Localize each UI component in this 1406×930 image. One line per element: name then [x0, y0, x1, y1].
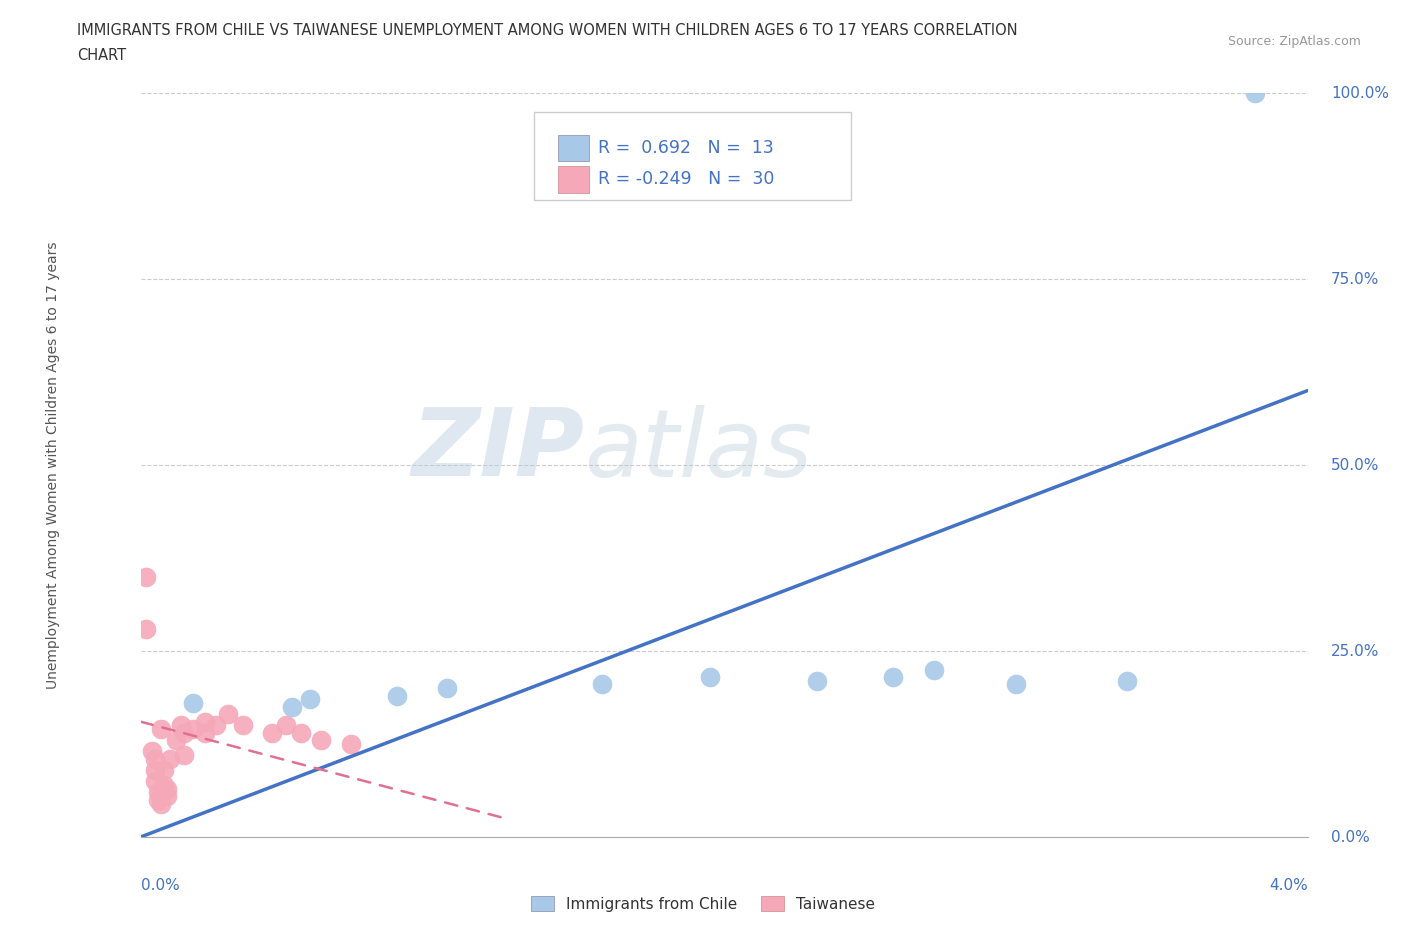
Text: CHART: CHART: [77, 48, 127, 63]
Point: [146, 785, 169, 800]
Point: [281, 699, 304, 714]
Point: [436, 681, 458, 696]
Text: 75.0%: 75.0%: [1331, 272, 1379, 286]
Point: [150, 722, 173, 737]
Text: R =  0.692   N =  13: R = 0.692 N = 13: [598, 139, 773, 157]
Point: [159, 751, 181, 766]
Text: IMMIGRANTS FROM CHILE VS TAIWANESE UNEMPLOYMENT AMONG WOMEN WITH CHILDREN AGES 6: IMMIGRANTS FROM CHILE VS TAIWANESE UNEMP…: [77, 23, 1018, 38]
Point: [339, 737, 361, 751]
Point: [882, 670, 904, 684]
Point: [181, 722, 204, 737]
Point: [699, 670, 721, 684]
Text: ZIP: ZIP: [411, 405, 583, 496]
Point: [1004, 677, 1026, 692]
Point: [143, 763, 166, 777]
Point: [806, 673, 828, 688]
Text: 0.0%: 0.0%: [141, 878, 180, 893]
Point: [1115, 673, 1137, 688]
Point: [298, 692, 321, 707]
Legend: Immigrants from Chile, Taiwanese: Immigrants from Chile, Taiwanese: [526, 890, 880, 918]
Point: [387, 688, 409, 703]
Point: [276, 718, 298, 733]
Text: 50.0%: 50.0%: [1331, 458, 1379, 472]
Point: [153, 763, 176, 777]
Point: [205, 718, 228, 733]
Point: [173, 725, 195, 740]
Point: [232, 718, 254, 733]
Text: Unemployment Among Women with Children Ages 6 to 17 years: Unemployment Among Women with Children A…: [46, 241, 60, 689]
Point: [170, 718, 193, 733]
Text: atlas: atlas: [583, 405, 813, 496]
Point: [194, 714, 217, 729]
Point: [260, 725, 283, 740]
Text: R = -0.249   N =  30: R = -0.249 N = 30: [598, 170, 773, 189]
Point: [181, 696, 204, 711]
Point: [173, 748, 195, 763]
Point: [194, 725, 217, 740]
Point: [135, 621, 157, 636]
Text: 4.0%: 4.0%: [1268, 878, 1308, 893]
Text: 0.0%: 0.0%: [1331, 830, 1369, 844]
Point: [591, 677, 613, 692]
Point: [135, 569, 157, 584]
Point: [165, 733, 187, 748]
Point: [156, 789, 179, 804]
Point: [290, 725, 312, 740]
Point: [146, 792, 169, 807]
Point: [150, 796, 173, 811]
Point: [143, 751, 166, 766]
Point: [141, 744, 163, 759]
Text: 25.0%: 25.0%: [1331, 644, 1379, 658]
Point: [311, 733, 333, 748]
Point: [217, 707, 239, 722]
Point: [156, 781, 179, 796]
Point: [153, 777, 176, 792]
Text: 100.0%: 100.0%: [1331, 86, 1389, 100]
Point: [143, 774, 166, 789]
Text: Source: ZipAtlas.com: Source: ZipAtlas.com: [1227, 35, 1361, 48]
Point: [1244, 86, 1267, 100]
Point: [922, 662, 945, 677]
